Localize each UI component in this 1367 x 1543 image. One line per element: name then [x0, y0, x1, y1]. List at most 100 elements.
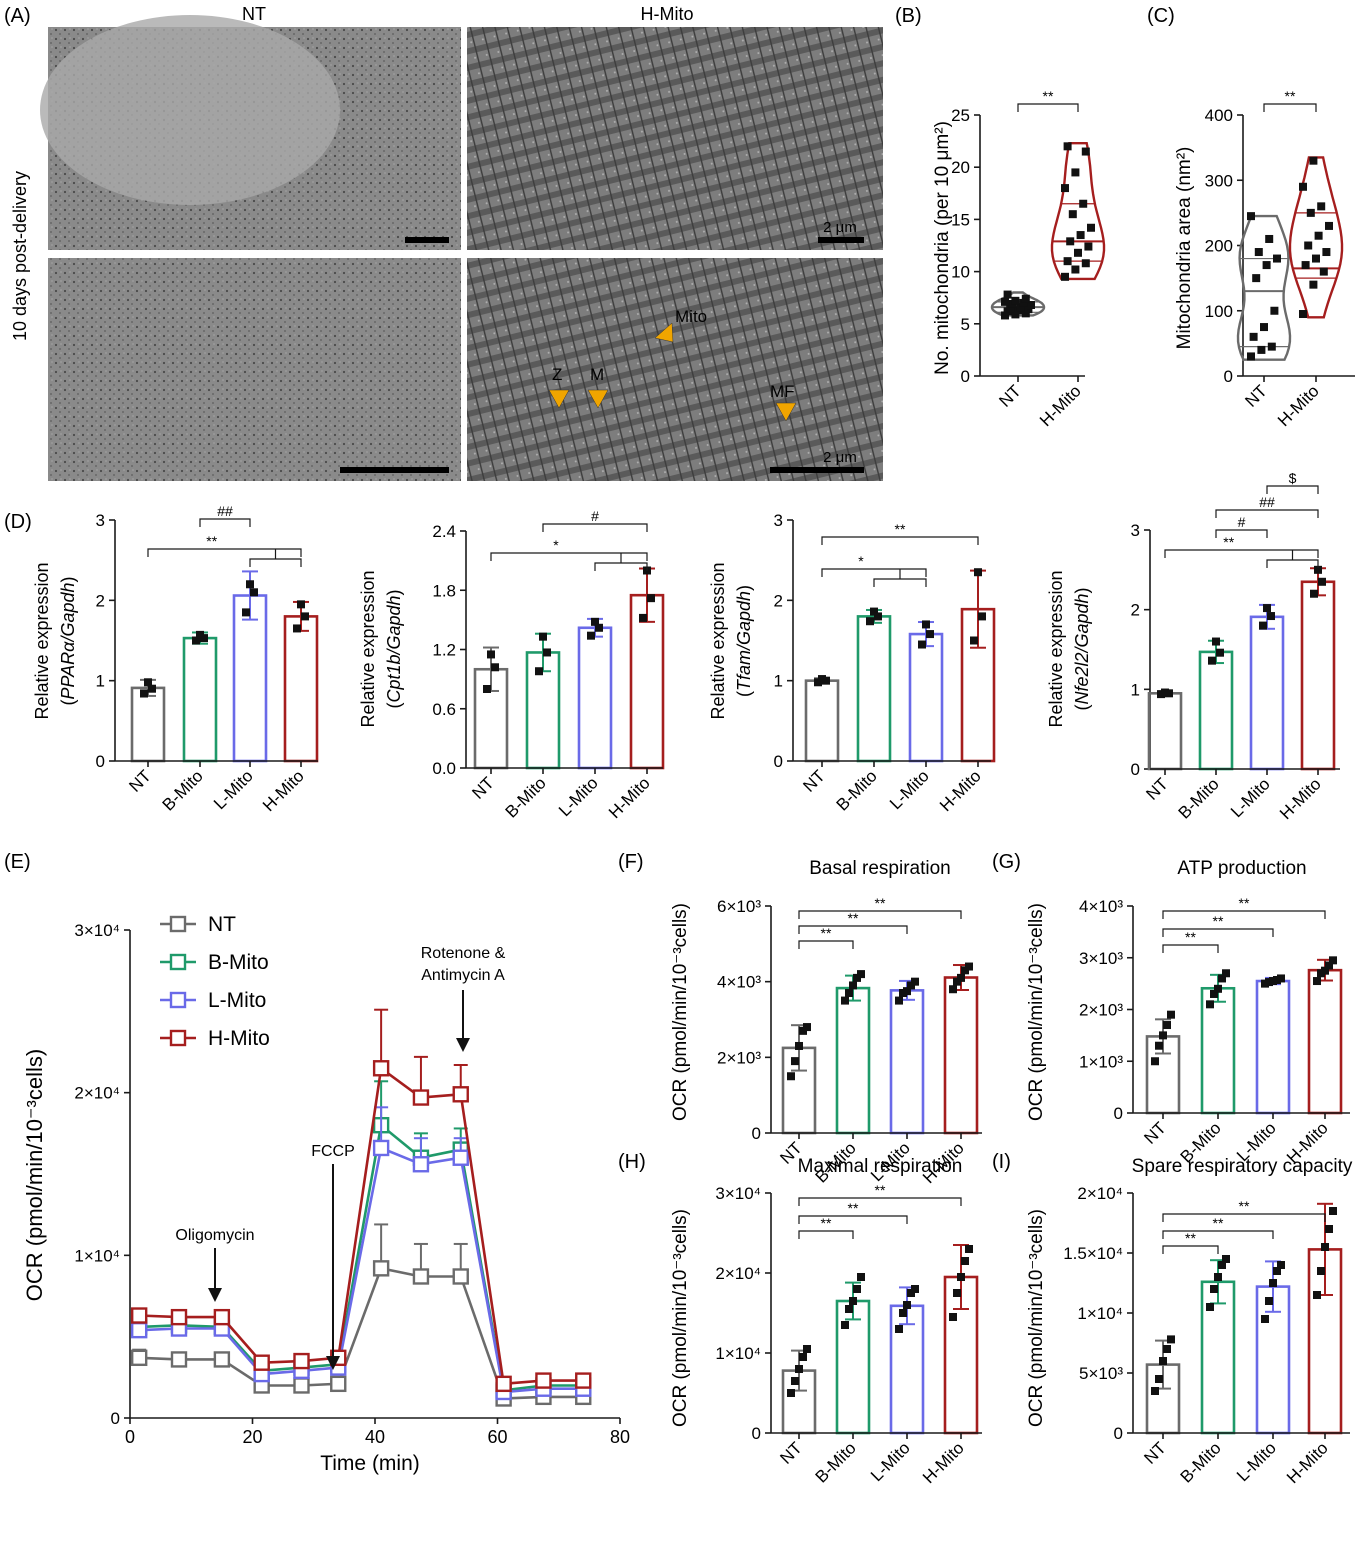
x-tick-label: NT	[1142, 774, 1171, 803]
scale-bar	[770, 467, 864, 473]
data-point	[1249, 332, 1258, 341]
data-point	[213, 1308, 231, 1326]
chart-d4: 0 1 2 3 Relative expression (Nfe2l2/Gapdh) NT B…	[1046, 470, 1340, 823]
data-point	[965, 1245, 973, 1253]
data-point	[495, 1375, 512, 1393]
data-point	[575, 1372, 592, 1389]
data-point	[200, 634, 208, 643]
significance-label: *	[553, 537, 559, 553]
significance-label: #	[1238, 514, 1246, 530]
data-point	[1061, 272, 1069, 281]
data-point	[1269, 1279, 1277, 1287]
data-point	[1309, 156, 1318, 165]
y-tick-label: 1.2	[432, 641, 456, 660]
data-point	[1325, 221, 1333, 230]
data-point	[1261, 1315, 1269, 1323]
bar	[908, 632, 944, 763]
data-point	[242, 608, 250, 617]
data-point	[1079, 199, 1088, 208]
injection-arrowhead	[208, 1288, 222, 1302]
y-axis-label: OCR (pmol/min/10⁻³cells)	[670, 1209, 691, 1427]
micrograph-hmito-low	[467, 27, 883, 250]
data-point	[253, 1354, 270, 1371]
data-point	[957, 973, 965, 982]
data-point	[903, 987, 911, 996]
data-point	[1313, 977, 1321, 986]
x-tick-label: NT	[799, 766, 828, 795]
panel-letter: (I)	[992, 1151, 1011, 1173]
data-point	[144, 678, 152, 687]
y-axis-label: Relative expression	[708, 562, 728, 719]
x-tick-label: H-Mito	[259, 766, 308, 815]
data-point	[170, 1308, 188, 1326]
x-tick-label: NT	[1140, 1118, 1169, 1147]
data-point	[293, 1352, 310, 1370]
data-point	[301, 612, 309, 621]
data-point	[1066, 237, 1075, 246]
chart-c: 0 100 200 300 400 Mitochondria area (nm²) (C) N…	[1147, 5, 1355, 430]
significance-bracket	[1263, 103, 1317, 112]
y-tick-label: 3	[96, 511, 105, 530]
data-point	[1216, 648, 1224, 657]
y-axis-label: No. mitochondria (per 10 μm²)	[932, 121, 953, 375]
data-point	[587, 631, 595, 640]
data-point	[1021, 294, 1030, 303]
data-point	[1208, 656, 1216, 665]
series-line	[139, 1266, 584, 1400]
x-tick-label: H-Mito	[605, 773, 654, 822]
bar	[577, 626, 613, 770]
y-tick-label: 2×10⁴	[74, 1084, 120, 1103]
data-point	[1068, 210, 1077, 219]
data-point	[874, 612, 882, 621]
y-tick-label: 0	[961, 367, 970, 386]
arrowhead-z	[548, 389, 570, 409]
significance-bracket	[1162, 1213, 1326, 1222]
y-tick-label: 15	[951, 210, 970, 229]
y-tick-label: 0	[1131, 760, 1140, 779]
data-point	[799, 1353, 807, 1361]
chart-d3: 0 1 2 3 Relative expression (Tfam/Gapdh) NT B-M…	[708, 511, 996, 815]
y-tick-label: 0	[752, 1424, 761, 1443]
significance-bracket	[798, 925, 908, 934]
data-point	[647, 594, 655, 603]
y-axis-label: OCR (pmol/min/10⁻³cells)	[22, 1049, 47, 1301]
data-point	[1021, 309, 1030, 318]
data-point	[853, 1285, 861, 1293]
bar	[856, 615, 892, 763]
data-point	[412, 1089, 430, 1106]
significance-label: ##	[1259, 494, 1275, 510]
x-tick-label: H-Mito	[1283, 1438, 1332, 1487]
data-point	[1027, 301, 1035, 310]
data-point	[543, 648, 551, 657]
x-axis-label: Time (min)	[320, 1452, 420, 1475]
data-point	[1265, 1297, 1273, 1305]
data-point	[130, 1349, 148, 1367]
y-tick-label: 0	[96, 752, 105, 771]
y-tick-label: 2	[1131, 601, 1140, 620]
data-point	[1163, 1021, 1171, 1030]
y-tick-label: 0	[1114, 1424, 1123, 1443]
data-point	[1322, 248, 1331, 257]
y-axis-label: Relative expression	[32, 562, 52, 719]
data-point	[1159, 1031, 1167, 1040]
y-tick-label: 4×10³	[1079, 897, 1123, 916]
data-point	[213, 1351, 231, 1368]
significance-label: **	[1239, 895, 1250, 911]
y-tick-label: 0	[1114, 1104, 1123, 1123]
data-point	[841, 1321, 849, 1329]
data-point	[1214, 1273, 1222, 1281]
injection-arrowhead	[326, 1356, 340, 1370]
significance-label: **	[1223, 534, 1234, 550]
data-point	[978, 612, 986, 621]
data-point	[1222, 1255, 1230, 1263]
data-point	[1061, 184, 1069, 193]
data-point	[1155, 1041, 1163, 1050]
arrowhead-mf	[775, 402, 797, 422]
x-tick-label: L-Mito	[1227, 774, 1274, 821]
data-point	[1087, 223, 1095, 232]
significance-bracket	[798, 940, 854, 949]
nucleus-shape	[40, 15, 340, 205]
legend-label: H-Mito	[208, 1027, 270, 1050]
data-point	[857, 970, 865, 979]
chart-title: Maximal respiration	[798, 1156, 963, 1177]
